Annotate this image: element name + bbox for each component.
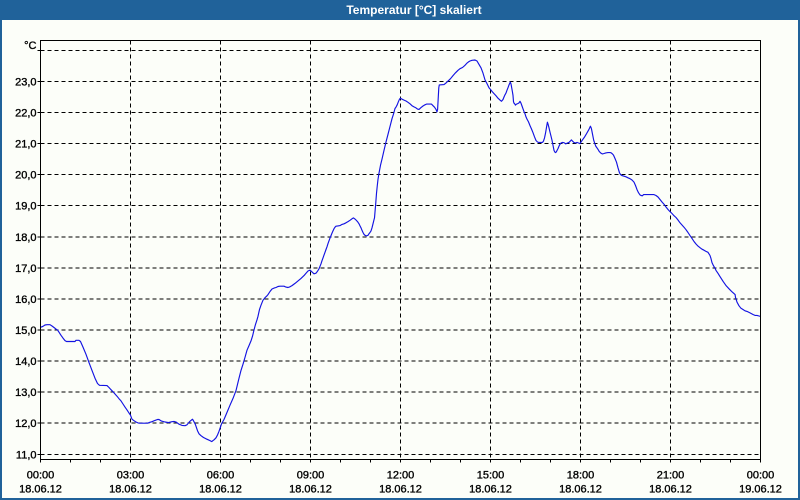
svg-text:18.06.12: 18.06.12 bbox=[649, 484, 692, 496]
svg-text:09:00: 09:00 bbox=[297, 470, 325, 482]
svg-text:18.06.12: 18.06.12 bbox=[199, 484, 242, 496]
svg-text:21,0: 21,0 bbox=[15, 139, 36, 151]
svg-text:15:00: 15:00 bbox=[477, 470, 505, 482]
svg-text:11,0: 11,0 bbox=[16, 449, 37, 461]
svg-text:17,0: 17,0 bbox=[15, 263, 36, 275]
svg-text:16,0: 16,0 bbox=[15, 294, 36, 306]
svg-text:23,0: 23,0 bbox=[15, 77, 36, 89]
svg-text:20,0: 20,0 bbox=[15, 170, 36, 182]
svg-text:03:00: 03:00 bbox=[117, 470, 145, 482]
svg-text:18.06.12: 18.06.12 bbox=[379, 484, 422, 496]
svg-text:18.06.12: 18.06.12 bbox=[109, 484, 152, 496]
svg-text:22,0: 22,0 bbox=[15, 108, 36, 120]
svg-text:19,0: 19,0 bbox=[15, 201, 36, 213]
svg-text:18.06.12: 18.06.12 bbox=[559, 484, 602, 496]
svg-text:21:00: 21:00 bbox=[657, 470, 685, 482]
svg-text:18.06.12: 18.06.12 bbox=[19, 484, 62, 496]
svg-text:°C: °C bbox=[24, 40, 36, 52]
svg-text:06:00: 06:00 bbox=[207, 470, 235, 482]
svg-text:15,0: 15,0 bbox=[15, 325, 36, 337]
svg-text:12:00: 12:00 bbox=[387, 470, 415, 482]
svg-text:19.06.12: 19.06.12 bbox=[739, 484, 782, 496]
svg-text:14,0: 14,0 bbox=[15, 356, 36, 368]
svg-text:12,0: 12,0 bbox=[15, 418, 36, 430]
svg-text:00:00: 00:00 bbox=[747, 470, 775, 482]
svg-text:13,0: 13,0 bbox=[15, 387, 36, 399]
svg-text:18,0: 18,0 bbox=[15, 232, 36, 244]
svg-text:18.06.12: 18.06.12 bbox=[469, 484, 512, 496]
svg-text:00:00: 00:00 bbox=[27, 470, 55, 482]
svg-text:18:00: 18:00 bbox=[567, 470, 595, 482]
svg-text:18.06.12: 18.06.12 bbox=[289, 484, 332, 496]
